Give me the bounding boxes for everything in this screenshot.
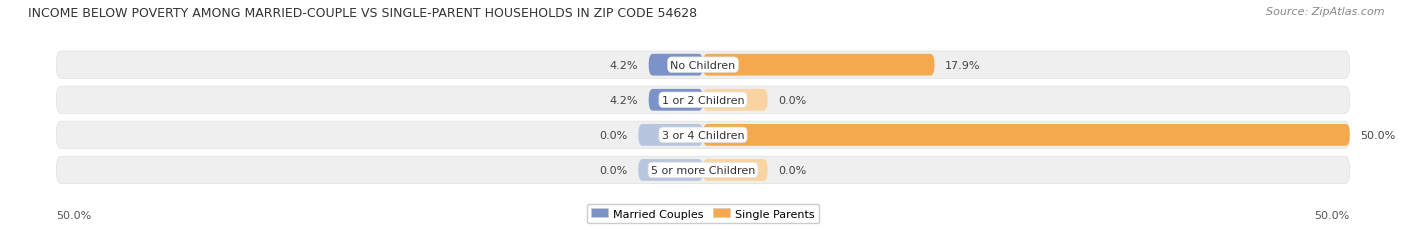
Text: INCOME BELOW POVERTY AMONG MARRIED-COUPLE VS SINGLE-PARENT HOUSEHOLDS IN ZIP COD: INCOME BELOW POVERTY AMONG MARRIED-COUPL… [28,7,697,20]
Text: 0.0%: 0.0% [600,165,628,175]
Text: No Children: No Children [671,61,735,70]
Text: 0.0%: 0.0% [778,165,806,175]
FancyBboxPatch shape [648,55,703,76]
FancyBboxPatch shape [638,159,703,181]
FancyBboxPatch shape [56,87,1350,114]
FancyBboxPatch shape [56,157,1350,184]
FancyBboxPatch shape [703,125,1350,146]
FancyBboxPatch shape [638,125,703,146]
Text: 3 or 4 Children: 3 or 4 Children [662,130,744,140]
Text: 0.0%: 0.0% [778,95,806,105]
FancyBboxPatch shape [703,159,768,181]
Text: 5 or more Children: 5 or more Children [651,165,755,175]
FancyBboxPatch shape [56,52,1350,79]
Text: 4.2%: 4.2% [610,61,638,70]
FancyBboxPatch shape [703,90,768,111]
Text: 4.2%: 4.2% [610,95,638,105]
FancyBboxPatch shape [703,55,935,76]
FancyBboxPatch shape [648,90,703,111]
Text: 0.0%: 0.0% [600,130,628,140]
Text: 50.0%: 50.0% [1315,210,1350,220]
Text: 17.9%: 17.9% [945,61,980,70]
Text: 1 or 2 Children: 1 or 2 Children [662,95,744,105]
FancyBboxPatch shape [56,122,1350,149]
Legend: Married Couples, Single Parents: Married Couples, Single Parents [586,204,820,223]
Text: Source: ZipAtlas.com: Source: ZipAtlas.com [1267,7,1385,17]
Text: 50.0%: 50.0% [56,210,91,220]
Text: 50.0%: 50.0% [1360,130,1395,140]
